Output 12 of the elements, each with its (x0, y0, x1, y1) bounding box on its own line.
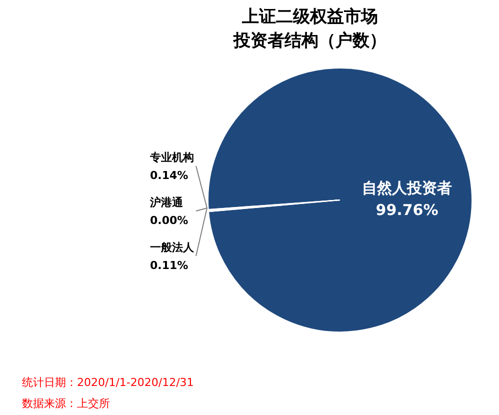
data-label: 99.76% (376, 201, 438, 219)
slice-label: 专业机构 (149, 151, 194, 164)
text: 投资者结构（户数） (234, 31, 386, 51)
legend-label: 沪港通 (149, 196, 184, 209)
text: 上证二级权益市场 (242, 7, 378, 27)
source-note: 数据来源：上交所 (22, 397, 110, 410)
data-label: 0.14% (150, 169, 188, 182)
data-label: 0.11% (150, 259, 188, 272)
slice-label: 自然人投资者 (362, 179, 452, 197)
text: 统计日期：2020/1/1-2020/12/31 (22, 376, 194, 389)
slice-label: 一般法人 (150, 241, 195, 254)
text: 0.00% (150, 214, 188, 227)
